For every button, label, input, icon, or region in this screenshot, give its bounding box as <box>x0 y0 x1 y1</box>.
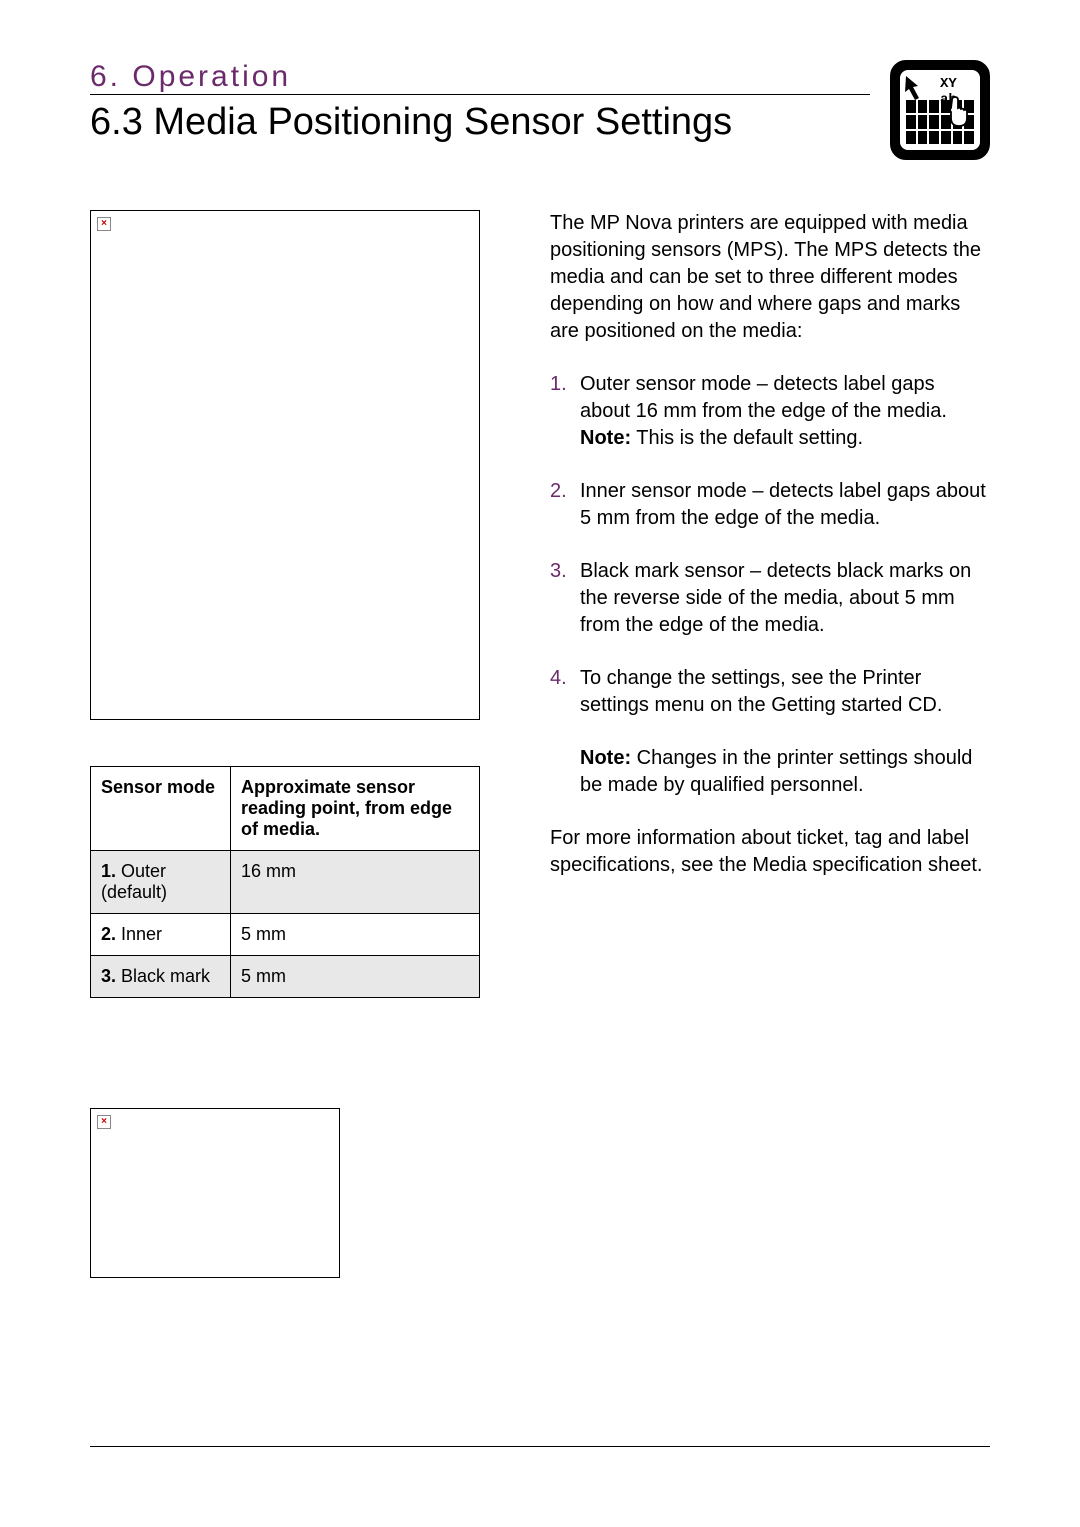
list-text: Black mark sensor – detects black marks … <box>580 558 990 639</box>
list-number: 2. <box>550 478 580 532</box>
logo-icon: XY ab <box>890 60 990 160</box>
table-row: 2. Inner 5 mm <box>91 914 480 956</box>
table-row: 3. Black mark 5 mm <box>91 956 480 998</box>
list-text: Inner sensor mode – detects label gaps a… <box>580 478 990 532</box>
figure-placeholder-small: × <box>90 1108 340 1278</box>
list-number: 1. <box>550 371 580 452</box>
list-number: 4. <box>550 665 580 719</box>
row-value: 5 mm <box>231 956 480 998</box>
broken-image-icon: × <box>97 217 111 231</box>
list-item: 3. Black mark sensor – detects black mar… <box>550 558 990 639</box>
section-title: 6.3 Media Positioning Sensor Settings <box>90 101 870 144</box>
row-value: 16 mm <box>231 851 480 914</box>
intro-paragraph: The MP Nova printers are equipped with m… <box>550 210 990 345</box>
row-num: 3. <box>101 966 116 986</box>
table-header-mode: Sensor mode <box>91 767 231 851</box>
closing-paragraph: For more information about ticket, tag a… <box>550 825 990 879</box>
broken-image-icon: × <box>97 1115 111 1129</box>
note-text: Changes in the printer settings should b… <box>580 747 972 796</box>
list-item: 2. Inner sensor mode – detects label gap… <box>550 478 990 532</box>
row-name: Inner <box>116 924 162 944</box>
sensor-table: Sensor mode Approximate sensor reading p… <box>90 766 480 998</box>
row-num: 1. <box>101 861 116 881</box>
row-name: Black mark <box>116 966 210 986</box>
figure-placeholder-large: × <box>90 210 480 720</box>
row-num: 2. <box>101 924 116 944</box>
table-row: 1. Outer (default) 16 mm <box>91 851 480 914</box>
footer-divider <box>90 1446 990 1447</box>
chapter-underline <box>90 94 870 95</box>
note-block: Note: Changes in the printer settings sh… <box>580 745 990 799</box>
note-label: Note: <box>580 427 631 449</box>
row-value: 5 mm <box>231 914 480 956</box>
list-item: 4. To change the settings, see the Print… <box>550 665 990 719</box>
table-header-reading: Approximate sensor reading point, from e… <box>231 767 480 851</box>
note-text: This is the default setting. <box>631 427 863 449</box>
logo-hand-icon <box>942 96 976 130</box>
list-text: To change the settings, see the Printer … <box>580 665 990 719</box>
list-item: 1. Outer sensor mode – detects label gap… <box>550 371 990 452</box>
note-label: Note: <box>580 747 631 769</box>
list-number: 3. <box>550 558 580 639</box>
list-text: Outer sensor mode – detects label gaps a… <box>580 373 947 422</box>
chapter-title: 6. Operation <box>90 60 870 94</box>
